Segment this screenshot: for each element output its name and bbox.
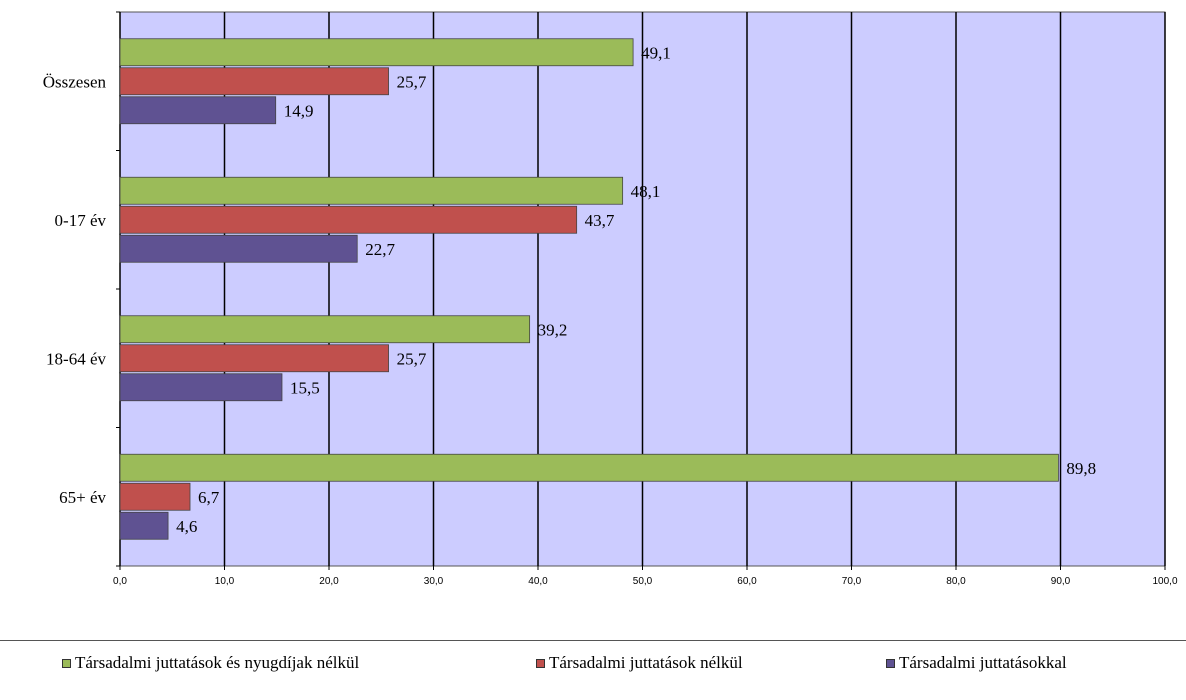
- bar: [119, 38, 634, 67]
- bar: [119, 373, 283, 402]
- legend-swatch-red: [536, 658, 545, 668]
- legend-swatch-purple: [886, 658, 895, 668]
- bar: [119, 67, 389, 96]
- x-tick-label: 60,0: [737, 576, 757, 587]
- data-label: 15,5: [290, 378, 320, 397]
- category-label: Összesen: [43, 72, 107, 91]
- legend: Társadalmi juttatások és nyugdíjak nélkü…: [0, 640, 1186, 700]
- data-label: 39,2: [538, 320, 568, 339]
- data-label: 49,1: [641, 43, 671, 62]
- bar: [119, 205, 578, 234]
- x-tick-label: 10,0: [215, 576, 235, 587]
- x-tick-label: 20,0: [319, 576, 339, 587]
- legend-label: Társadalmi juttatások nélkül: [549, 653, 743, 672]
- data-label: 25,7: [397, 349, 427, 368]
- x-tick-label: 0,0: [113, 576, 127, 587]
- data-label: 25,7: [397, 72, 427, 91]
- bar: [119, 315, 531, 344]
- x-tick-label: 90,0: [1051, 576, 1071, 587]
- bar: [119, 344, 389, 373]
- category-label: 0-17 év: [55, 211, 107, 230]
- x-tick-label: 30,0: [424, 576, 444, 587]
- bars: [119, 38, 1059, 540]
- data-label: 14,9: [284, 101, 314, 120]
- x-tick-label: 40,0: [528, 576, 548, 587]
- bar: [119, 234, 358, 263]
- x-tick-label: 100,0: [1152, 576, 1177, 587]
- legend-label: Társadalmi juttatások és nyugdíjak nélkü…: [75, 653, 360, 672]
- x-tick-label: 80,0: [946, 576, 966, 587]
- data-label: 22,7: [365, 240, 395, 259]
- bar-chart: 49,1 25,7 14,9 48,1 43,7 22,7 39,2 25,7 15,5 89,8…: [43, 11, 1178, 587]
- legend-item-series-2: Társadalmi juttatások nélkül: [536, 653, 743, 673]
- category-label: 18-64 év: [46, 349, 106, 368]
- data-label: 6,7: [198, 488, 220, 507]
- data-label: 89,8: [1066, 459, 1096, 478]
- legend-item-series-1: Társadalmi juttatások és nyugdíjak nélkü…: [62, 653, 359, 673]
- bar: [119, 96, 277, 125]
- data-label: 4,6: [176, 517, 197, 536]
- x-tick-label: 70,0: [842, 576, 862, 587]
- data-label: 48,1: [631, 182, 661, 201]
- x-axis-ticks: 0,0 10,0 20,0 30,0 40,0 50,0 60,0 70,0 80,0 90,0 1…: [113, 566, 1178, 587]
- value-labels: 49,1 25,7 14,9 48,1 43,7 22,7 39,2 25,7 15,5 89,8…: [176, 43, 1096, 536]
- bar: [119, 176, 624, 205]
- legend-swatch-green: [62, 658, 71, 668]
- category-label: 65+ év: [59, 488, 106, 507]
- category-labels: Összesen 0-17 év 18-64 év 65+ év: [43, 72, 107, 507]
- bar: [119, 511, 169, 540]
- bar: [119, 482, 191, 511]
- legend-item-series-3: Társadalmi juttatásokkal: [886, 653, 1067, 673]
- x-tick-label: 50,0: [633, 576, 653, 587]
- data-label: 43,7: [585, 211, 615, 230]
- legend-label: Társadalmi juttatásokkal: [899, 653, 1067, 672]
- bar: [119, 453, 1059, 482]
